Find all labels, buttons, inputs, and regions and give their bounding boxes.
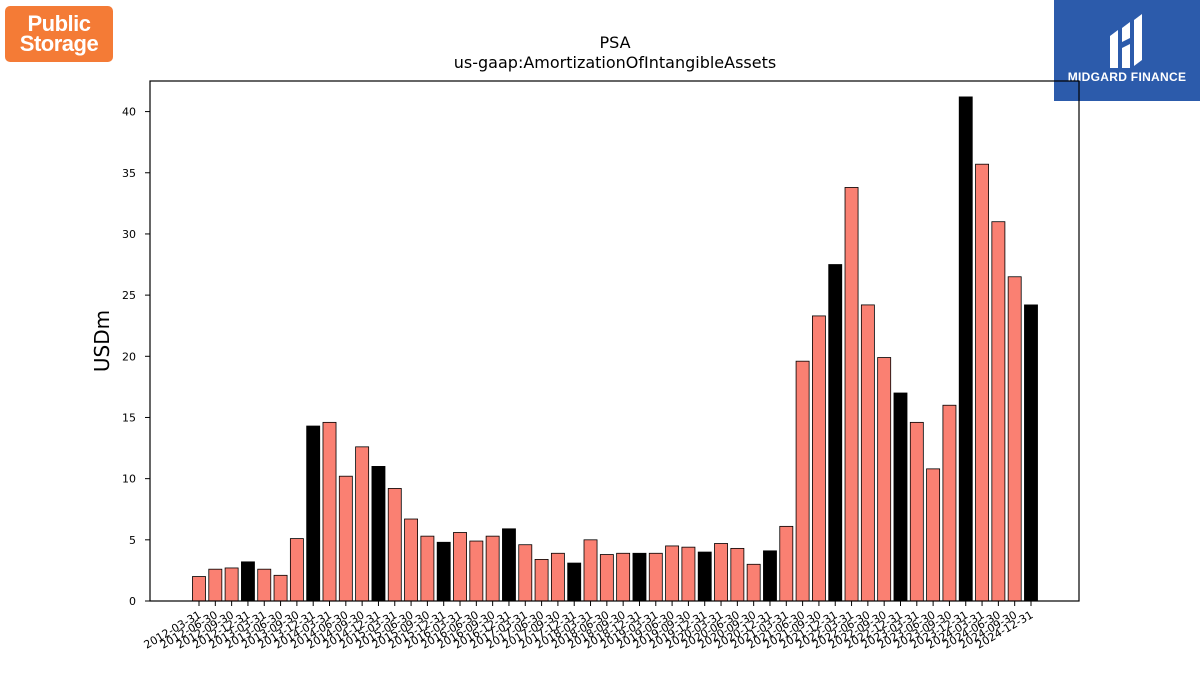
- y-tick-label: 40: [122, 106, 136, 119]
- bar-2016-03-31: [453, 532, 467, 602]
- bar-2016-12-31: [502, 528, 516, 602]
- bar-2019-12-31: [697, 551, 712, 602]
- bar-2013-12-31: [306, 425, 321, 602]
- bar-2014-12-31: [371, 466, 386, 602]
- bar-2023-12-31: [958, 96, 973, 602]
- bar-2024-09-30: [1007, 276, 1022, 602]
- bar-2018-06-30: [599, 554, 614, 602]
- bar-2012-03-31: [192, 576, 206, 602]
- bar-2022-06-30: [860, 304, 875, 602]
- bar-2016-09-30: [485, 535, 500, 602]
- bar-2019-06-30: [665, 545, 680, 602]
- bar-2022-09-30: [877, 357, 892, 602]
- y-tick-label: 0: [129, 595, 136, 608]
- bar-2017-03-31: [518, 544, 533, 602]
- y-axis-ticks: 0 5 10 15 20 25 30 35 40: [122, 106, 150, 608]
- bar-2023-03-31: [909, 421, 924, 602]
- bar-2024-03-31: [975, 163, 989, 602]
- bar-2021-12-31: [828, 264, 843, 602]
- bar-2013-03-31: [257, 568, 272, 602]
- y-tick-label: 10: [122, 473, 136, 486]
- bar-2022-03-31: [844, 187, 859, 602]
- bar-2021-06-30: [795, 360, 810, 602]
- bar-2015-12-31: [436, 541, 451, 602]
- midgard-mark-icon: [1110, 14, 1142, 68]
- bar-2020-12-31: [763, 550, 777, 602]
- bar-2019-03-31: [648, 552, 663, 602]
- chart-subtitle: us-gaap:AmortizationOfIntangibleAssets: [454, 53, 776, 72]
- logo-text-line1: Public: [27, 11, 91, 36]
- bar-2015-09-30: [420, 535, 435, 602]
- y-tick-label: 5: [129, 534, 136, 547]
- y-tick-label: 35: [122, 167, 136, 180]
- bar-2017-06-30: [534, 559, 549, 602]
- bar-2021-03-31: [779, 525, 794, 602]
- bar-2017-12-31: [567, 562, 582, 602]
- bar-2015-03-31: [387, 488, 402, 602]
- x-axis-ticks: 2012-03-312012-06-302012-09-302012-12-31…: [142, 601, 1036, 652]
- y-tick-label: 25: [122, 289, 136, 302]
- bar-2023-09-30: [942, 404, 957, 602]
- y-tick-label: 20: [122, 350, 136, 363]
- plot-frame: [149, 80, 1080, 602]
- bar-2024-06-30: [991, 221, 1006, 602]
- bar-2021-09-30: [812, 315, 826, 602]
- bar-2016-06-30: [469, 540, 484, 602]
- bar-2012-06-30: [208, 568, 223, 602]
- bar-2020-09-30: [746, 563, 761, 602]
- bar-2019-09-30: [681, 546, 696, 602]
- bar-2017-09-30: [550, 552, 565, 602]
- bar-2014-09-30: [355, 446, 370, 602]
- bar-2022-12-31: [893, 392, 908, 602]
- bar-2013-06-30: [273, 574, 288, 602]
- bar-2015-06-30: [404, 518, 418, 602]
- bar-2020-06-30: [730, 547, 745, 602]
- chart-title: PSA: [599, 33, 630, 52]
- public-storage-logo: Public Storage: [5, 6, 113, 62]
- bar-2020-03-31: [714, 543, 728, 602]
- y-tick-label: 30: [122, 228, 136, 241]
- bar-2024-12-31: [1024, 304, 1038, 602]
- bar-2018-09-30: [616, 552, 631, 602]
- bar-2012-12-31: [241, 561, 255, 602]
- bar-2018-03-31: [583, 539, 598, 602]
- bar-2023-06-30: [926, 468, 941, 602]
- y-axis-label: USDm: [90, 310, 114, 372]
- bar-2014-06-30: [338, 475, 353, 602]
- bar-2014-03-31: [322, 421, 337, 602]
- bars-group: [192, 96, 1038, 602]
- bar-2013-09-30: [289, 538, 304, 602]
- bar-2012-09-30: [224, 567, 239, 602]
- y-tick-label: 15: [122, 411, 136, 424]
- bar-2018-12-31: [632, 552, 647, 602]
- midgard-wordmark: MIDGARD FINANCE: [1067, 70, 1187, 84]
- midgard-finance-logo: MIDGARD FINANCE: [1054, 0, 1200, 101]
- logo-text-line2: Storage: [19, 31, 99, 56]
